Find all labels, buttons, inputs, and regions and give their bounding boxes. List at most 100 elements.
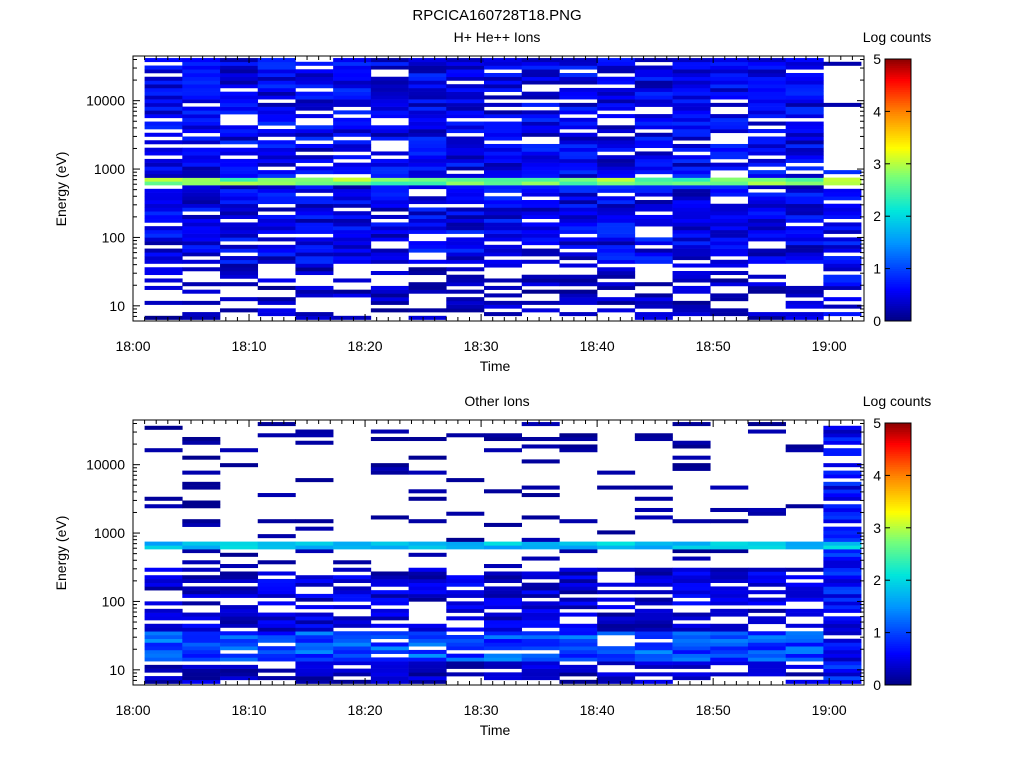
heatmap-cell [220, 605, 259, 610]
heatmap-cell [634, 575, 673, 580]
heatmap-cell [559, 282, 598, 287]
colorbar-segment [885, 608, 911, 612]
heatmap-cell [710, 646, 749, 651]
heatmap-cell [634, 214, 673, 219]
heatmap-cell [408, 114, 447, 119]
heatmap-cell [408, 552, 447, 557]
heatmap-cell [144, 634, 183, 640]
heatmap-cell [182, 567, 221, 572]
heatmap-cell [408, 121, 447, 126]
heatmap-cell [295, 237, 334, 242]
heatmap-cell [823, 241, 862, 246]
colorbar-segment [885, 194, 911, 197]
colorbar-segment [885, 268, 911, 272]
heatmap-cell [446, 72, 485, 78]
heatmap-cell [559, 642, 598, 647]
heatmap-cell [747, 571, 786, 576]
heatmap-cell [446, 58, 485, 63]
heatmap-cell [559, 590, 598, 595]
heatmap-cell [144, 226, 183, 231]
heatmap-cell [408, 285, 447, 290]
heatmap-cell [370, 226, 409, 231]
heatmap-cell [747, 582, 786, 587]
heatmap-cell [144, 140, 183, 145]
heatmap-cell [408, 282, 447, 287]
heatmap-cell [370, 463, 409, 468]
heatmap-cell [672, 170, 711, 175]
heatmap-cell [182, 668, 221, 673]
heatmap-cell [257, 76, 296, 81]
heatmap-cell [710, 72, 749, 78]
colorbar-segment [885, 527, 911, 531]
colorbar-segment [885, 264, 911, 267]
heatmap-cell [182, 106, 221, 111]
heatmap-cell [333, 278, 372, 283]
heatmap-cell [144, 196, 183, 201]
heatmap-cell [446, 173, 485, 178]
heatmap-cell [559, 207, 598, 212]
heatmap-cell [182, 282, 221, 287]
heatmap-cell [446, 214, 485, 219]
heatmap-cell [634, 117, 673, 122]
heatmap-cell [710, 102, 749, 107]
heatmap-cell [257, 226, 296, 231]
colorbar-segment [885, 248, 911, 252]
heatmap-cell [484, 634, 523, 640]
heatmap-cell [747, 121, 786, 126]
heatmap-cell [710, 485, 749, 490]
heatmap-cell [370, 293, 409, 298]
heatmap-cell [370, 185, 409, 190]
colorbar-segment [885, 190, 911, 193]
heatmap-cell [672, 578, 711, 583]
heatmap-cell [710, 519, 749, 524]
heatmap-cell [484, 646, 523, 651]
heatmap-cell [370, 237, 409, 242]
heatmap-cell [634, 679, 673, 684]
heatmap-cell [747, 646, 786, 651]
heatmap-cell [446, 664, 485, 669]
heatmap-cell [408, 470, 447, 475]
colorbar-segment [885, 584, 911, 588]
heatmap-cell [182, 117, 221, 122]
heatmap-cell [484, 129, 523, 134]
heatmap-cell [672, 440, 711, 445]
heatmap-cell [408, 214, 447, 219]
heatmap-cell [785, 241, 824, 246]
heatmap-cell [747, 315, 786, 320]
heatmap-cell [484, 218, 523, 223]
heatmap-cell [559, 297, 598, 302]
heatmap-cell [333, 185, 372, 190]
heatmap-cell [597, 672, 636, 677]
heatmap-cell [597, 241, 636, 246]
colorbar-segment [885, 658, 911, 662]
heatmap-cell [521, 590, 560, 595]
heatmap-cell [785, 256, 824, 261]
heatmap-cell [747, 211, 786, 216]
heatmap-cell [634, 631, 673, 636]
heatmap-cell [823, 653, 862, 658]
colorbar-segment [885, 680, 911, 684]
heatmap-cell [408, 143, 447, 149]
heatmap-cell [823, 526, 862, 531]
heatmap-cell [370, 214, 409, 219]
heatmap-cell [408, 567, 447, 572]
heatmap-cell [144, 170, 183, 175]
heatmap-cell [408, 129, 447, 134]
heatmap-cell [521, 515, 560, 520]
heatmap-cell [220, 638, 259, 643]
heatmap-cell [521, 620, 560, 625]
colorbar-segment [885, 209, 911, 213]
heatmap-cell [257, 612, 296, 617]
heatmap-cell [521, 76, 560, 81]
heatmap-cell [408, 72, 447, 78]
colorbar-segment [885, 113, 911, 117]
heatmap-cell [672, 312, 711, 317]
heatmap-cell [446, 511, 485, 516]
heatmap-cell [182, 99, 221, 104]
heatmap-cell [710, 84, 749, 89]
heatmap-cell [785, 196, 824, 201]
colorbar-segment [885, 484, 911, 487]
heatmap-cell [823, 642, 862, 647]
heatmap-cell [672, 590, 711, 595]
heatmap-cell [521, 638, 560, 643]
